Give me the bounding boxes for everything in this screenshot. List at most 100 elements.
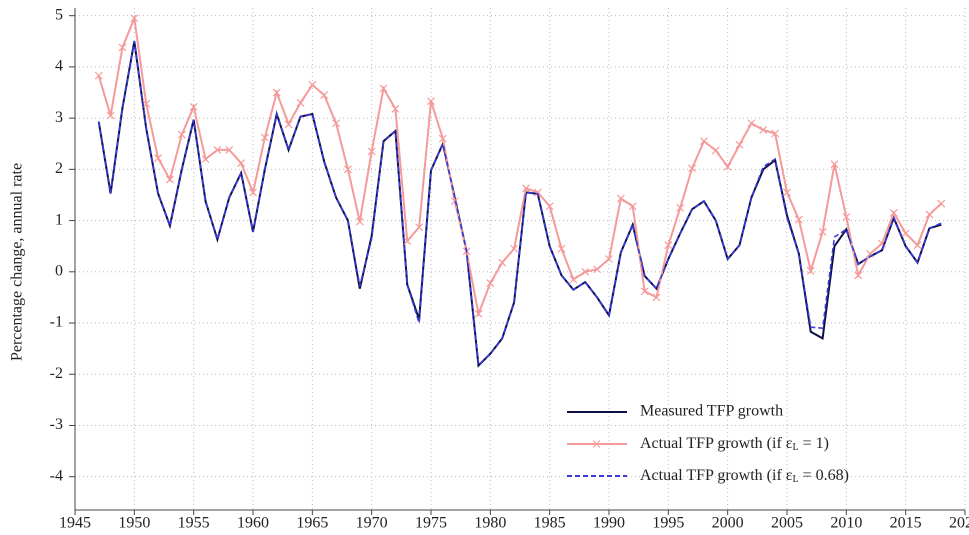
marker xyxy=(806,266,815,275)
y-tick-label: 2 xyxy=(55,160,63,177)
marker xyxy=(522,184,530,193)
marker xyxy=(783,188,791,197)
x-tick-label: 2000 xyxy=(712,515,744,532)
marker xyxy=(901,229,910,238)
marker xyxy=(889,208,898,217)
legend-label: Actual TFP growth (if εL = 0.68) xyxy=(640,467,849,486)
series-line xyxy=(97,41,942,367)
marker xyxy=(225,145,234,154)
marker xyxy=(118,43,127,52)
y-tick-label: 3 xyxy=(55,109,63,126)
marker xyxy=(937,199,946,208)
legend-label: Actual TFP growth (if εL = 1) xyxy=(640,435,829,454)
marker xyxy=(652,293,661,302)
y-tick-label: -3 xyxy=(50,416,63,433)
marker xyxy=(628,202,637,211)
marker xyxy=(177,130,186,139)
marker xyxy=(616,194,625,203)
marker xyxy=(260,133,269,142)
marker xyxy=(545,202,554,211)
marker xyxy=(130,14,139,23)
marker xyxy=(557,244,566,253)
marker xyxy=(723,162,732,171)
y-tick-label: 4 xyxy=(55,58,63,75)
marker xyxy=(533,188,542,197)
marker xyxy=(569,275,578,284)
marker xyxy=(154,154,162,163)
marker xyxy=(403,237,412,245)
y-tick-label: -4 xyxy=(50,467,63,484)
marker xyxy=(510,244,518,253)
marker xyxy=(249,188,257,197)
marker xyxy=(925,210,934,219)
series-line xyxy=(97,41,942,368)
series-line xyxy=(97,14,942,318)
marker xyxy=(593,265,602,274)
marker xyxy=(486,279,495,288)
marker xyxy=(427,97,435,106)
marker xyxy=(866,249,874,258)
marker xyxy=(213,145,222,154)
marker xyxy=(367,147,376,156)
marker xyxy=(344,165,352,174)
x-tick-label: 1985 xyxy=(534,515,566,532)
marker xyxy=(605,255,613,263)
x-tick-label: 1995 xyxy=(652,515,684,532)
marker xyxy=(474,309,483,318)
marker xyxy=(379,84,388,93)
marker xyxy=(830,160,839,169)
marker xyxy=(794,215,803,224)
marker xyxy=(355,217,364,226)
x-tick-label: 1990 xyxy=(593,515,625,532)
marker xyxy=(664,241,673,250)
legend-label: Measured TFP growth xyxy=(640,403,783,420)
marker xyxy=(237,159,246,168)
x-tick-label: 1970 xyxy=(356,515,388,532)
x-tick-label: 1950 xyxy=(118,515,150,532)
marker xyxy=(320,91,329,100)
marker xyxy=(640,287,649,296)
marker xyxy=(272,88,281,97)
marker xyxy=(747,119,756,128)
x-tick-label: 1965 xyxy=(296,515,328,532)
marker xyxy=(94,71,103,80)
marker xyxy=(189,102,198,111)
marker xyxy=(308,80,317,89)
marker xyxy=(759,125,768,134)
marker xyxy=(581,267,590,276)
marker xyxy=(201,155,210,164)
x-tick-label: 2020 xyxy=(949,515,969,532)
marker xyxy=(913,241,922,250)
marker xyxy=(284,120,293,129)
x-tick-label: 2015 xyxy=(890,515,922,532)
legend-marker xyxy=(592,440,601,448)
marker xyxy=(438,134,447,143)
x-tick-label: 1945 xyxy=(59,515,91,532)
marker xyxy=(391,104,400,113)
marker xyxy=(735,140,744,149)
marker xyxy=(415,223,424,232)
marker xyxy=(854,271,863,280)
marker xyxy=(676,203,685,212)
marker xyxy=(498,258,507,267)
x-tick-label: 1955 xyxy=(178,515,210,532)
x-tick-label: 1980 xyxy=(474,515,506,532)
y-tick-label: -2 xyxy=(50,365,63,382)
y-tick-label: 0 xyxy=(55,262,63,279)
x-tick-label: 2005 xyxy=(771,515,803,532)
y-tick-label: 5 xyxy=(55,6,63,23)
x-tick-label: 1960 xyxy=(237,515,269,532)
marker xyxy=(842,213,851,221)
x-tick-label: 1975 xyxy=(415,515,447,532)
x-tick-label: 2010 xyxy=(830,515,862,532)
marker xyxy=(296,98,305,107)
marker xyxy=(332,119,340,128)
marker xyxy=(166,175,174,184)
y-axis-label: Percentage change, annual rate xyxy=(9,163,26,361)
marker xyxy=(700,137,708,146)
marker xyxy=(771,129,780,138)
y-tick-label: -1 xyxy=(50,314,63,331)
marker xyxy=(711,146,720,155)
marker xyxy=(106,111,115,120)
